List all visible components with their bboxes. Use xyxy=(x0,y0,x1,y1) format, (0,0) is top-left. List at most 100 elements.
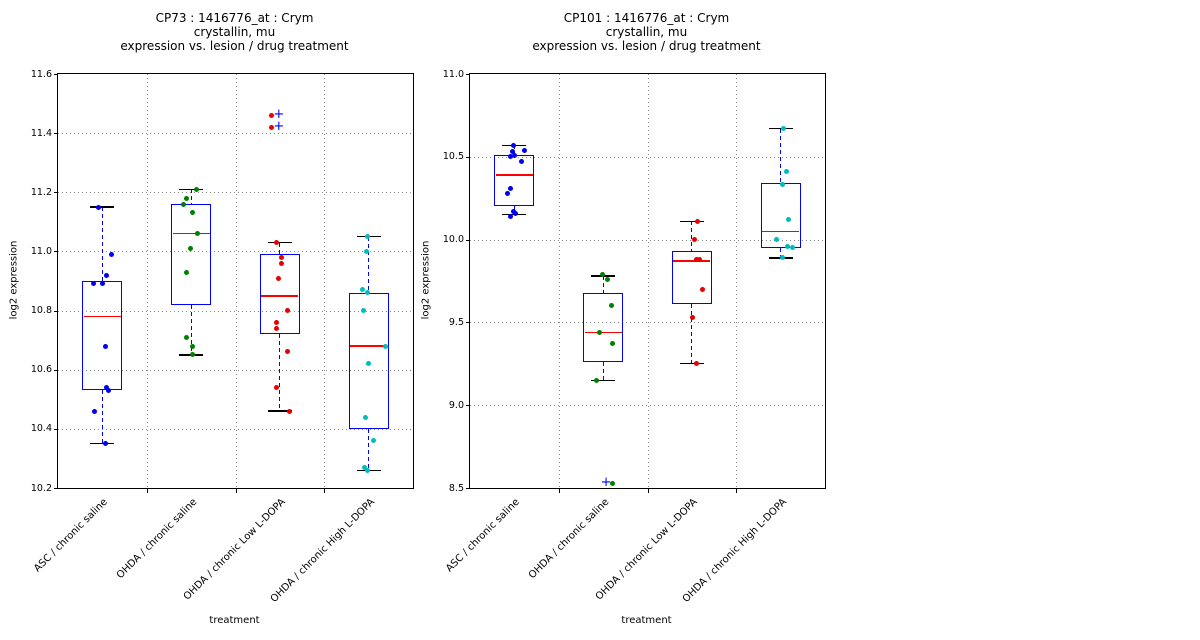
median-line xyxy=(584,331,622,334)
data-point xyxy=(279,254,285,260)
data-point xyxy=(183,195,189,201)
x-tick-label: OHDA / chronic Low L-DOPA xyxy=(593,496,700,603)
data-point xyxy=(694,361,700,367)
data-point xyxy=(690,314,696,320)
whisker-upper xyxy=(691,221,693,252)
y-tick-label: 11.2 xyxy=(30,186,52,198)
data-point xyxy=(274,325,280,331)
data-point xyxy=(91,408,97,414)
data-point xyxy=(780,182,786,188)
y-tick-label: 10.4 xyxy=(30,423,52,435)
data-point xyxy=(108,251,114,257)
data-point xyxy=(285,308,291,314)
data-point xyxy=(507,154,513,160)
x-tick-label: OHDA / chronic High L-DOPA xyxy=(680,496,789,605)
y-tick xyxy=(466,488,470,489)
x-tick xyxy=(647,489,649,493)
y-tick-label: 10.8 xyxy=(30,305,52,317)
whisker-cap-lower xyxy=(591,379,616,382)
data-point xyxy=(193,186,199,192)
y-tick-label: 10.5 xyxy=(442,151,464,163)
data-point xyxy=(780,255,786,261)
whisker-lower xyxy=(279,334,281,412)
data-point xyxy=(511,152,517,158)
whisker-cap-upper xyxy=(768,127,793,130)
data-point xyxy=(790,245,796,251)
x-tick xyxy=(324,489,326,493)
data-point xyxy=(102,343,108,349)
whisker-cap-lower xyxy=(90,442,115,445)
whisker-lower xyxy=(602,362,604,381)
data-point xyxy=(510,142,516,148)
whisker-upper xyxy=(602,276,604,293)
y-tick xyxy=(54,369,58,371)
data-point xyxy=(103,384,109,390)
y-tick-label: 9.0 xyxy=(448,399,464,411)
data-point xyxy=(274,319,280,325)
data-point xyxy=(365,290,371,296)
data-point xyxy=(180,201,186,207)
whisker-lower xyxy=(368,428,370,471)
data-point xyxy=(507,213,513,219)
y-tick-label: 11.0 xyxy=(30,245,52,257)
data-point xyxy=(105,387,111,393)
y-tick xyxy=(466,405,470,407)
data-point xyxy=(694,256,700,262)
data-point xyxy=(781,126,787,132)
x-tick xyxy=(558,489,560,493)
data-point xyxy=(274,384,280,390)
y-tick-label: 9.5 xyxy=(448,316,464,328)
data-point xyxy=(194,231,200,237)
x-tick xyxy=(736,489,738,493)
title-line-3: expression vs. lesion / drug treatment xyxy=(532,39,761,53)
axes-area: 8.5 9.0 9.5 10.0 10.5 11.0 ASC / chronic salin… xyxy=(443,69,826,605)
whisker-cap-upper xyxy=(90,206,115,208)
x-tick-label: OHDA / chronic Low L-DOPA xyxy=(181,496,288,603)
x-gridline xyxy=(558,74,560,488)
data-point xyxy=(269,112,275,118)
median-line xyxy=(495,174,533,176)
data-point xyxy=(596,329,602,335)
y-tick xyxy=(54,428,58,430)
y-tick-label: 11.4 xyxy=(30,127,52,139)
y-tick-label: 10.6 xyxy=(30,364,52,376)
data-point xyxy=(361,308,367,314)
median-line xyxy=(762,230,800,233)
title-line-2: crystallin, mu xyxy=(605,25,688,39)
whisker-upper xyxy=(780,128,782,184)
data-point xyxy=(609,341,615,347)
y-tick-label: 10.0 xyxy=(442,234,464,246)
data-point xyxy=(189,352,195,358)
title-line-1: CP101 : 1416776_at : Crym xyxy=(563,11,730,25)
data-point xyxy=(608,303,614,309)
whisker-lower xyxy=(691,304,693,364)
whisker-upper xyxy=(279,242,281,255)
data-point xyxy=(692,237,698,243)
x-gridline xyxy=(647,74,649,488)
median-line xyxy=(350,345,388,347)
title-line-1: CP73 : 1416776_at : Crym xyxy=(155,11,314,25)
whisker-cap-upper xyxy=(179,188,204,191)
x-tick xyxy=(146,489,148,493)
data-point xyxy=(269,124,275,130)
x-tick-label: ASC / chronic saline xyxy=(444,496,523,575)
data-point xyxy=(363,414,369,420)
box xyxy=(760,183,801,248)
data-point xyxy=(285,349,291,355)
axes-area: 10.2 10.4 10.6 10.8 11.0 11.2 11.4 11.6 ASC / ch… xyxy=(31,69,414,605)
data-point xyxy=(512,210,518,216)
data-point xyxy=(90,281,96,287)
data-point xyxy=(99,281,105,287)
whisker-lower xyxy=(101,390,103,444)
median-line xyxy=(261,295,299,297)
whisker-lower xyxy=(190,304,192,355)
data-point xyxy=(507,185,513,191)
x-tick-label: OHDA / chronic High L-DOPA xyxy=(268,496,377,605)
data-point xyxy=(187,245,193,251)
y-tick xyxy=(466,156,470,158)
box xyxy=(671,251,712,305)
x-tick xyxy=(235,489,237,493)
title-line-3: expression vs. lesion / drug treatment xyxy=(120,39,349,53)
x-tick-label: OHDA / chronic saline xyxy=(526,496,612,582)
